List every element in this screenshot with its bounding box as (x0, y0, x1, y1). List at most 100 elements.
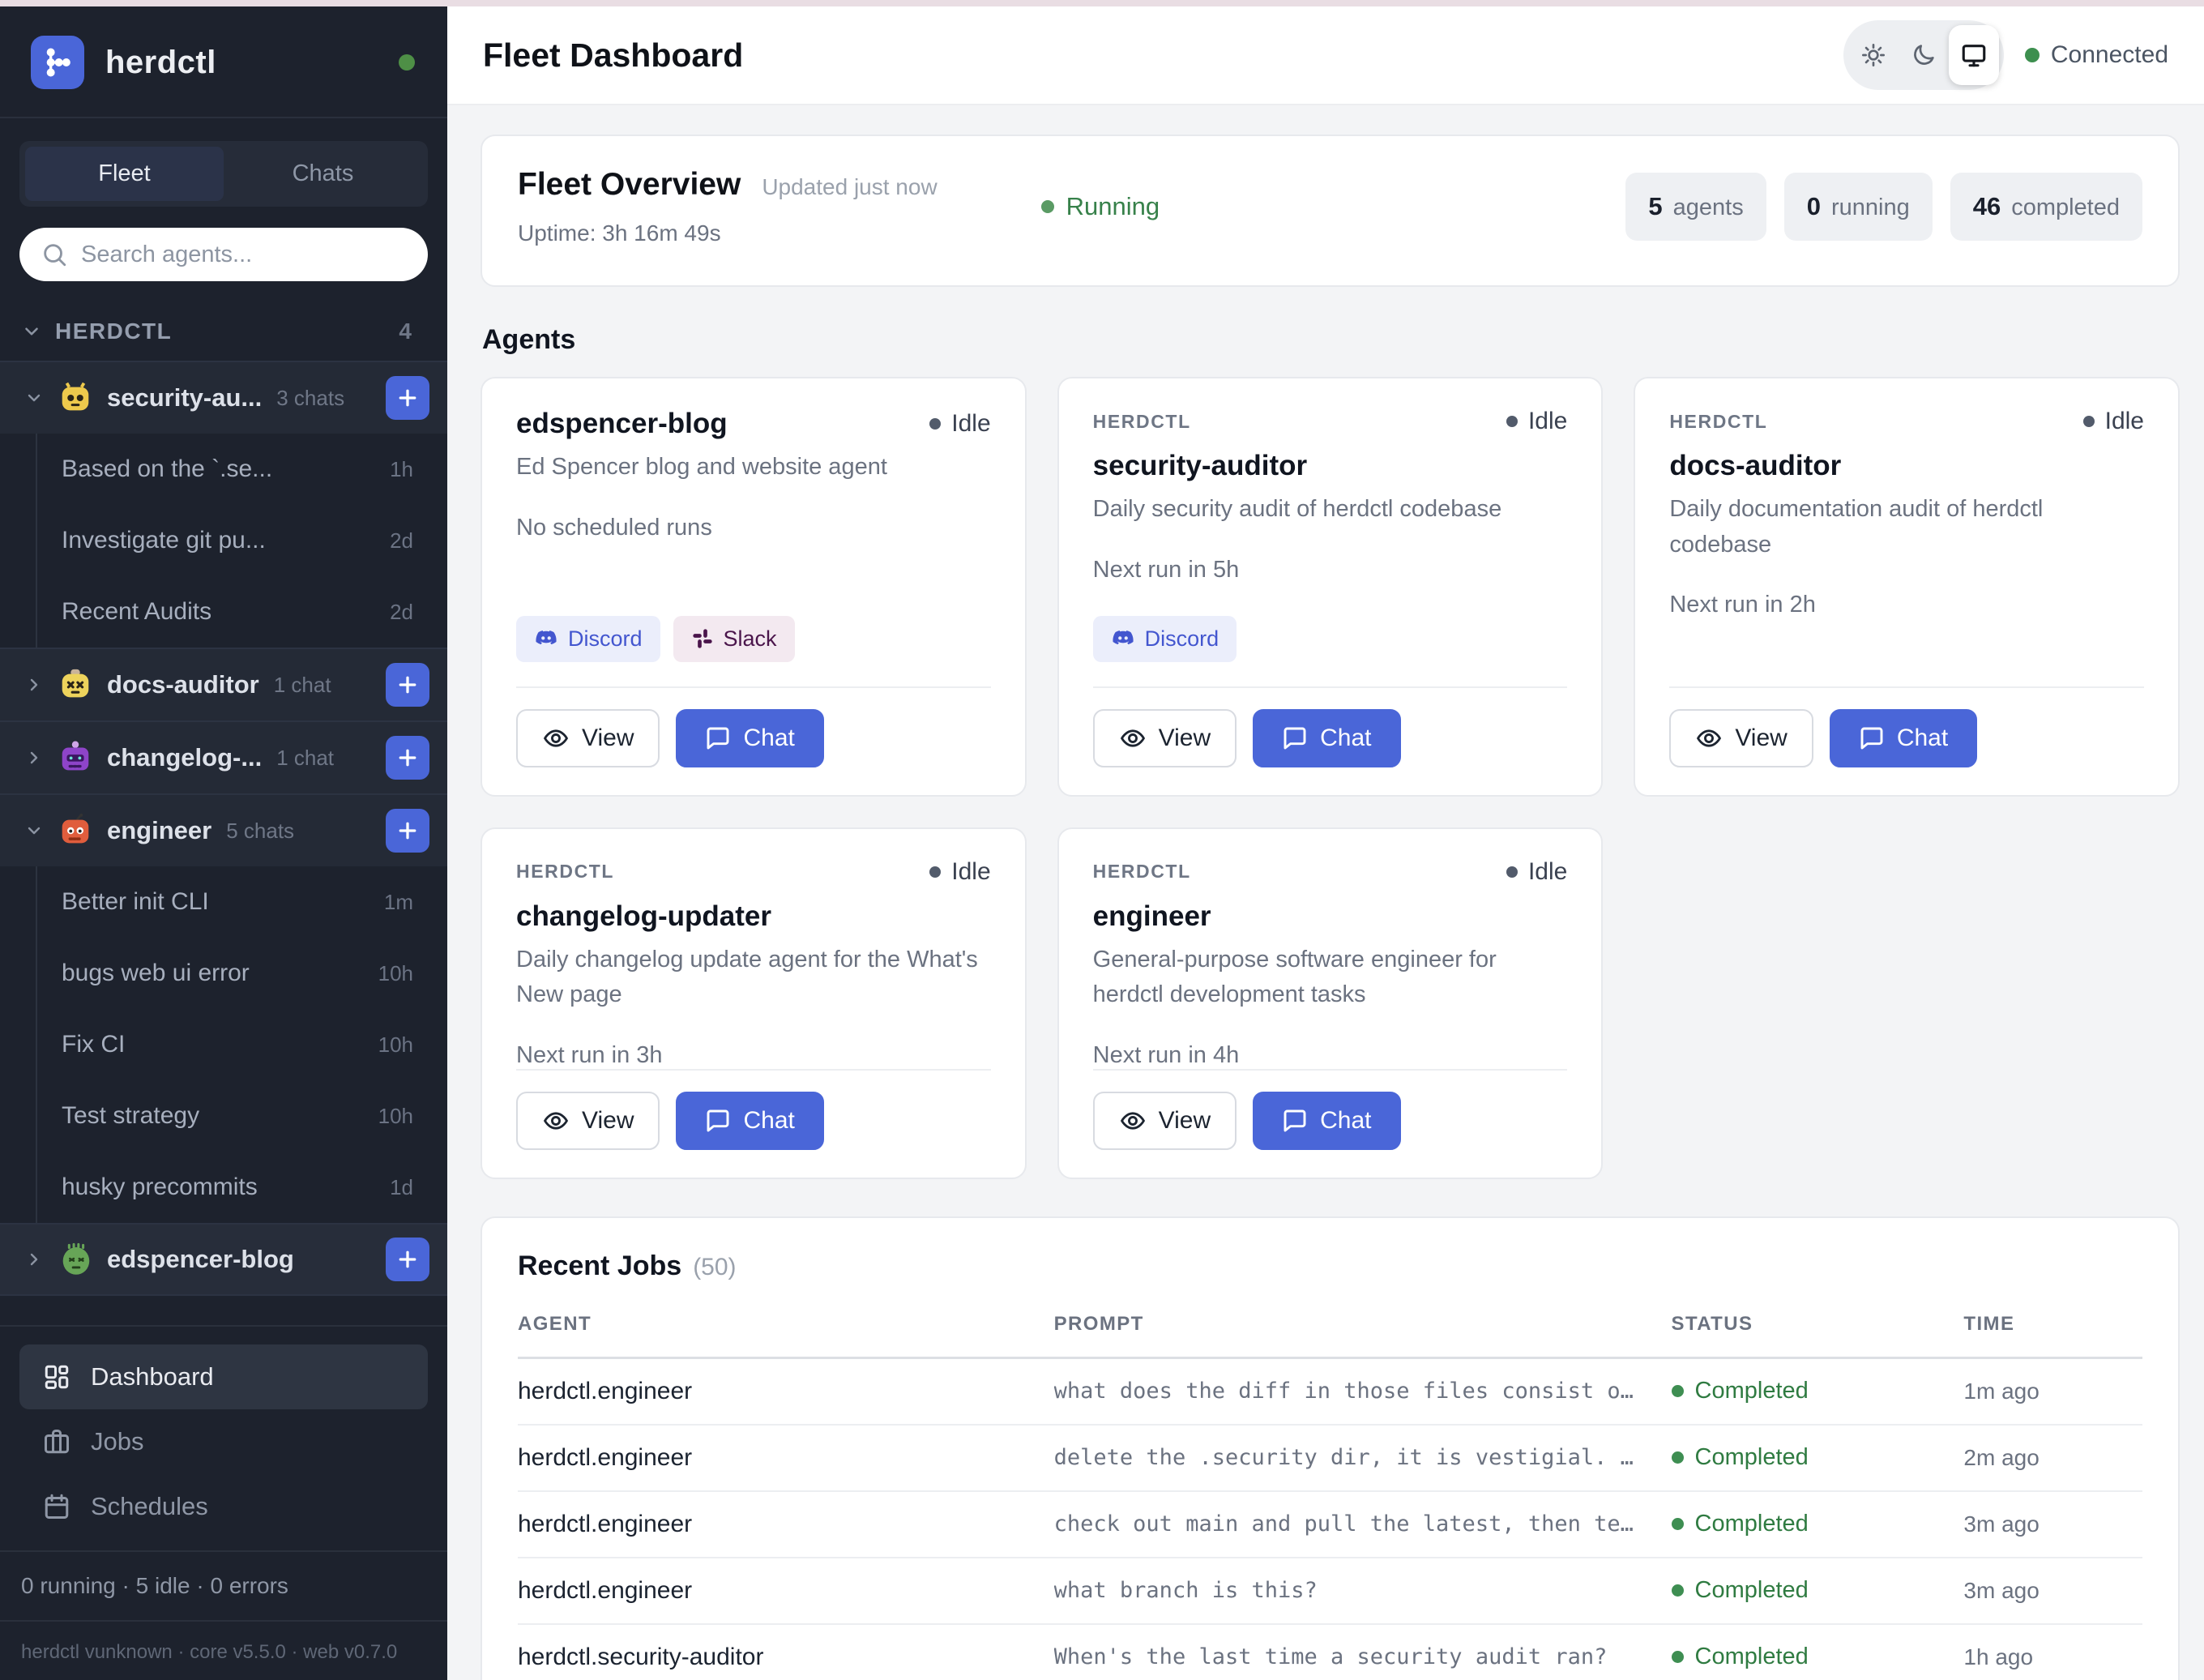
main-header: Fleet Dashboard Connected (447, 6, 2204, 105)
job-row[interactable]: herdctl.engineer what branch is this? Co… (518, 1557, 2142, 1625)
nav-label: Jobs (91, 1427, 144, 1456)
chat-item[interactable]: Better init CLI 1m (37, 866, 447, 938)
chat-item[interactable]: Investigate git pu... 2d (37, 505, 447, 576)
agent-card-eyebrow: HERDCTL (1092, 410, 1191, 432)
idle-dot (929, 866, 942, 878)
job-status: Completed (1671, 1623, 1964, 1680)
eye-icon (543, 1111, 569, 1130)
chat-button[interactable]: Chat (1253, 708, 1401, 767)
agent-status: Idle (929, 858, 991, 886)
agent-card-engineer: HERDCTL Idle engineer General-purpose so… (1057, 827, 1604, 1179)
view-button[interactable]: View (1092, 1091, 1237, 1150)
chat-item[interactable]: husky precommits 1d (37, 1152, 447, 1223)
fleet-status-line: 0 running · 5 idle · 0 errors (0, 1550, 447, 1620)
tree-agent-engineer[interactable]: engineer 5 chats (0, 793, 447, 866)
chevron-down-icon (21, 321, 42, 342)
job-prompt: delete the .security dir, it is vestigia… (1053, 1424, 1672, 1492)
agent-card-changelog-updater: HERDCTL Idle changelog-updater Daily cha… (481, 827, 1027, 1179)
eye-icon (1120, 1111, 1145, 1130)
sidebar-header: herdctl (0, 6, 447, 118)
chat-button[interactable]: Chat (1253, 1091, 1401, 1150)
chat-button[interactable]: Chat (1829, 708, 1978, 767)
chat-label: Chat (1896, 724, 1949, 751)
idle-dot (1506, 866, 1518, 878)
job-prompt: what branch is this? (1053, 1557, 1672, 1625)
agent-schedule: Next run in 5h (1092, 556, 1240, 583)
connection-status: Connected (2024, 41, 2168, 69)
new-chat-button[interactable] (386, 376, 429, 420)
chat-time: 10h (378, 1032, 413, 1057)
agent-description: Daily changelog update agent for the Wha… (516, 946, 978, 1008)
tree-agent-docs-auditor[interactable]: docs-auditor 1 chat (0, 648, 447, 720)
chat-item[interactable]: Based on the `.se... 1h (37, 434, 447, 505)
nav-dashboard[interactable]: Dashboard (19, 1344, 428, 1409)
idle-label: Idle (1527, 408, 1568, 434)
agent-card-name: edspencer-blog (516, 408, 728, 439)
idle-dot (929, 418, 942, 430)
new-chat-button[interactable] (386, 809, 429, 853)
chat-time: 1d (390, 1174, 413, 1199)
tab-fleet[interactable]: Fleet (25, 147, 224, 201)
agent-card-security-auditor: HERDCTL Idle security-auditor Daily secu… (1057, 377, 1604, 797)
chat-item[interactable]: Fix CI 10h (37, 1009, 447, 1080)
new-chat-button[interactable] (386, 736, 429, 780)
search-icon (41, 241, 68, 268)
theme-system-button[interactable] (1948, 25, 1999, 85)
agent-card-eyebrow: HERDCTL (1669, 410, 1768, 432)
agent-name: engineer (107, 816, 212, 844)
theme-light-button[interactable] (1848, 30, 1899, 80)
tree-group-herdctl[interactable]: HERDCTL 4 (0, 302, 447, 361)
view-button[interactable]: View (516, 708, 660, 767)
chevron-down-icon (24, 388, 44, 408)
tree-agent-edspencer-blog[interactable]: edspencer-blog (0, 1223, 447, 1296)
sidebar-nav: Dashboard Jobs Schedules (0, 1325, 447, 1550)
nav-schedules[interactable]: Schedules (19, 1474, 428, 1539)
tree-agent-changelog[interactable]: changelog-... 1 chat (0, 720, 447, 793)
tree-group-label: HERDCTL (55, 318, 173, 344)
view-button[interactable]: View (1669, 708, 1813, 767)
chat-button[interactable]: Chat (676, 1091, 824, 1150)
agent-name: changelog-... (107, 743, 263, 772)
view-button[interactable]: View (1092, 708, 1237, 767)
job-agent: herdctl.engineer (518, 1557, 1054, 1625)
theme-toggle (1843, 20, 2004, 90)
discord-icon (536, 631, 557, 645)
chat-title: husky precommits (62, 1173, 258, 1200)
nav-jobs[interactable]: Jobs (19, 1409, 428, 1474)
badge-label: agents (1672, 195, 1744, 220)
job-prompt: what does the diff in those files consis… (1053, 1357, 1672, 1426)
job-row[interactable]: herdctl.engineer delete the .security di… (518, 1424, 2142, 1492)
briefcase-icon (42, 1427, 71, 1456)
dashboard-icon (42, 1362, 71, 1391)
badge-value: 46 (1972, 192, 2001, 220)
job-row[interactable]: herdctl.engineer check out main and pull… (518, 1490, 2142, 1558)
tag-label: Slack (723, 626, 777, 651)
chat-button[interactable]: Chat (676, 708, 824, 767)
view-label: View (1735, 724, 1788, 751)
completed-count-badge: 46 completed (1950, 173, 2142, 241)
idle-dot (1506, 416, 1518, 427)
chat-item[interactable]: Test strategy 10h (37, 1080, 447, 1152)
search-input[interactable] (81, 241, 407, 268)
new-chat-button[interactable] (386, 663, 429, 707)
tab-chats[interactable]: Chats (292, 160, 354, 186)
robot-avatar-yellow (57, 379, 94, 417)
robot-avatar-purple (57, 739, 94, 776)
running-label: Running (1066, 192, 1160, 220)
tree-agent-security-auditor[interactable]: security-au... 3 chats (0, 361, 447, 434)
job-row[interactable]: herdctl.engineer what does the diff in t… (518, 1357, 2142, 1426)
theme-dark-button[interactable] (1899, 30, 1949, 80)
tree-group-count: 4 (399, 318, 412, 344)
job-agent: herdctl.engineer (518, 1424, 1054, 1492)
chat-item[interactable]: Recent Audits 2d (37, 576, 447, 648)
robot-avatar-yellow (57, 666, 94, 703)
job-time: 1m ago (1963, 1357, 2142, 1426)
connection-label: Connected (2050, 41, 2168, 68)
view-button[interactable]: View (516, 1091, 660, 1150)
agent-card-eyebrow: HERDCTL (516, 861, 615, 882)
chat-item[interactable]: bugs web ui error 10h (37, 938, 447, 1009)
job-status: Completed (1671, 1357, 1964, 1426)
new-chat-button[interactable] (386, 1238, 429, 1281)
chat-list-engineer: Better init CLI 1m bugs web ui error 10h… (36, 866, 447, 1223)
job-row[interactable]: herdctl.security-auditor When's the last… (518, 1623, 2142, 1680)
